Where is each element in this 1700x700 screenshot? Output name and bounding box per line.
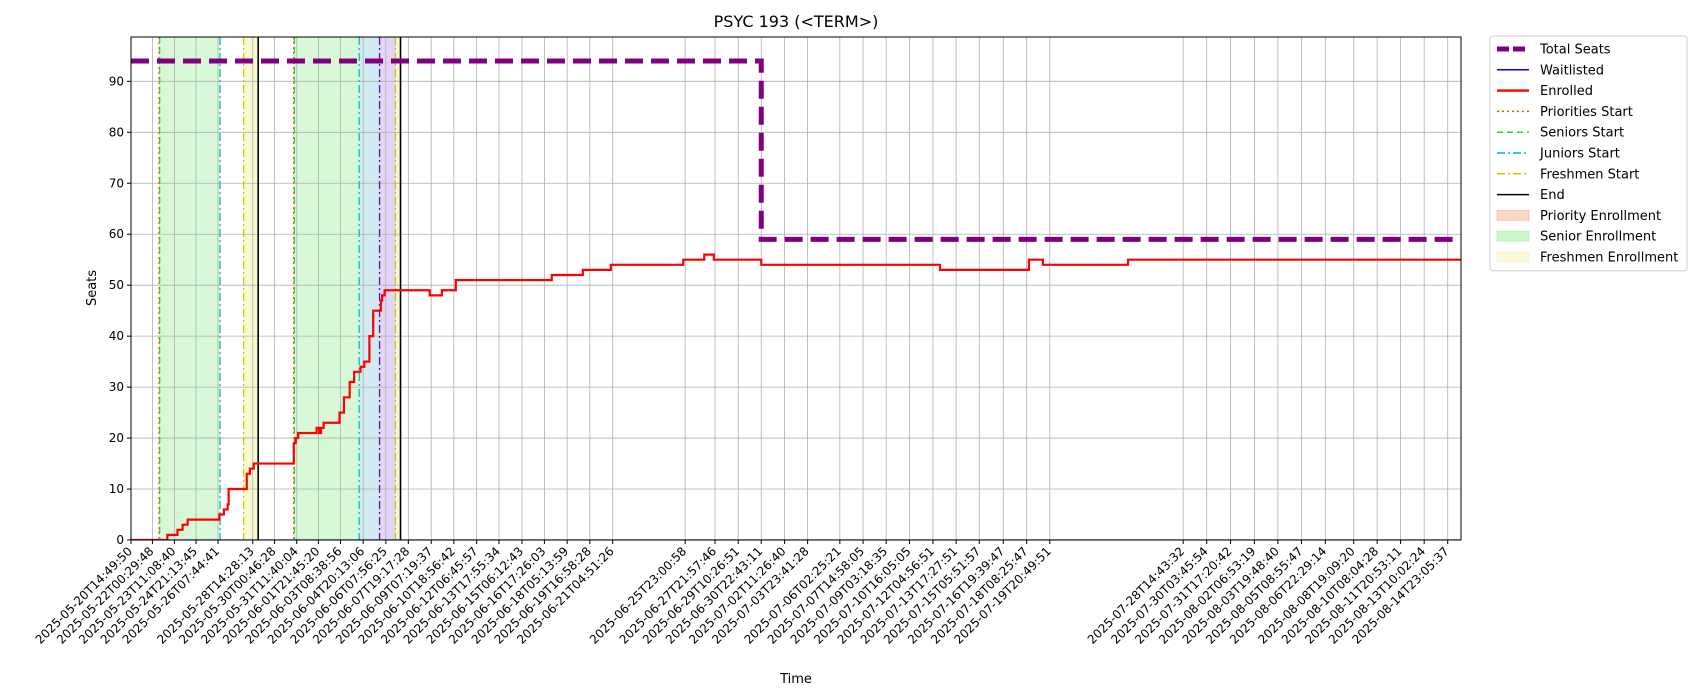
legend-item-juniors-start: Juniors Start	[1497, 147, 1620, 162]
series-enrolled	[131, 253, 1461, 540]
legend-swatch	[1496, 209, 1530, 221]
legend-item-waitlisted: Waitlisted	[1497, 63, 1604, 78]
span-senior-enrollment-1	[294, 37, 360, 540]
legend-item-priorities-start: Priorities Start	[1497, 105, 1633, 120]
plot-area	[131, 37, 1461, 540]
span-sophomore-enrollment-0	[379, 37, 396, 540]
legend-label: Total Seats	[1539, 43, 1611, 58]
legend-label: Priorities Start	[1540, 105, 1633, 120]
legend-item-total-seats: Total Seats	[1497, 43, 1611, 58]
legend-label: Freshmen Enrollment	[1540, 251, 1678, 266]
legend-label: Seniors Start	[1540, 126, 1624, 141]
span-junior-enrollment-0	[359, 37, 380, 540]
legend-item-priority-enrollment: Priority Enrollment	[1496, 209, 1661, 224]
y-tick-label: 30	[109, 380, 124, 394]
legend-item-senior-enrollment: Senior Enrollment	[1496, 230, 1656, 245]
legend-label: Waitlisted	[1540, 63, 1604, 78]
legend-swatch	[1496, 230, 1530, 242]
legend-label: Juniors Start	[1539, 147, 1620, 162]
x-axis-label: Time	[779, 672, 812, 687]
y-tick-label: 90	[109, 74, 124, 88]
legend-item-seniors-start: Seniors Start	[1497, 126, 1624, 141]
span-freshmen-enrollment-0	[243, 37, 259, 540]
legend-label: Freshmen Start	[1540, 167, 1639, 182]
legend-label: Senior Enrollment	[1540, 230, 1656, 245]
legend-item-end: End	[1497, 188, 1565, 203]
y-axis-label: Seats	[85, 270, 100, 306]
span-senior-enrollment-0	[159, 37, 221, 540]
plot-clipped	[131, 37, 1461, 540]
span-freshmen-enrollment-1	[395, 37, 401, 540]
y-tick-label: 50	[109, 278, 124, 292]
legend-item-freshmen-enrollment: Freshmen Enrollment	[1496, 251, 1678, 266]
legend-item-enrolled: Enrolled	[1497, 84, 1593, 99]
y-tick-label: 10	[109, 482, 124, 496]
legend-item-freshmen-start: Freshmen Start	[1497, 167, 1639, 182]
y-tick-label: 40	[109, 329, 124, 343]
legend-label: Enrolled	[1540, 84, 1593, 99]
legend: Total Seats Waitlisted Enrolled Priorities …	[1489, 35, 1688, 272]
legend-label: End	[1540, 188, 1565, 203]
axes-frame	[130, 36, 1462, 541]
series-total-seats	[131, 58, 1461, 242]
y-tick-label: 80	[109, 125, 124, 139]
legend-label: Priority Enrollment	[1540, 209, 1661, 224]
y-tick-label: 60	[109, 227, 124, 241]
legend-swatch	[1496, 251, 1530, 263]
y-tick-label: 0	[116, 533, 124, 547]
y-tick-label: 20	[109, 431, 124, 445]
y-tick-label: 70	[109, 176, 124, 190]
chart-title: PSYC 193 (<TERM>)	[714, 12, 879, 31]
legend-box	[1489, 35, 1688, 272]
